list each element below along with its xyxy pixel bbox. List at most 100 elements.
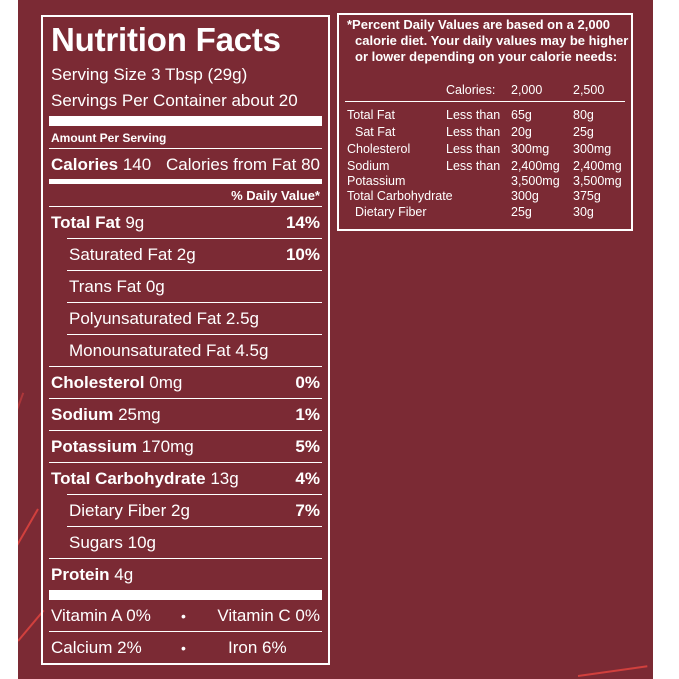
divider xyxy=(49,462,322,463)
bullet-separator: • xyxy=(181,608,186,624)
dv-row-qualifier: Less than xyxy=(446,125,501,139)
nutrient-amount: 2g xyxy=(171,501,190,520)
footnote-line: *Percent Daily Values are based on a 2,0… xyxy=(347,17,611,32)
nutrient-name: Total Carbohydrate xyxy=(51,469,206,488)
divider xyxy=(49,206,322,207)
nutrient-name: Monounsaturated Fat xyxy=(69,341,231,360)
calories-2500-header: 2,500 xyxy=(573,83,605,97)
dv-row-2000: 2,400mg xyxy=(511,159,560,173)
daily-value-footnote: *Percent Daily Values are based on a 2,0… xyxy=(337,13,633,231)
servings-per-container: Servings Per Container about 20 xyxy=(51,91,298,110)
bullet-separator: • xyxy=(181,640,186,656)
nutrient-row-total-fat: Total Fat 9g 14% xyxy=(51,213,320,235)
nutrition-facts-label: Nutrition Facts Serving Size 3 Tbsp (29g… xyxy=(41,15,330,665)
nutrient-row-monounsaturated-fat: Monounsaturated Fat 4.5g xyxy=(51,341,320,363)
nutrient-name: Potassium xyxy=(51,437,137,456)
dv-row-qualifier: Less than xyxy=(446,159,501,173)
nutrient-row-polyunsaturated-fat: Polyunsaturated Fat 2.5g xyxy=(51,309,320,331)
divider xyxy=(49,148,322,149)
package-panel xyxy=(18,0,653,679)
nutrient-amount: 13g xyxy=(210,469,239,488)
serving-size: Serving Size 3 Tbsp (29g) xyxy=(51,65,248,84)
dv-row-2000: 20g xyxy=(511,125,532,139)
divider xyxy=(49,430,322,431)
nutrient-amount: 2.5g xyxy=(225,309,259,328)
nutrient-name: Sodium xyxy=(51,405,114,424)
nutrition-title: Nutrition Facts xyxy=(51,21,281,58)
divider xyxy=(67,334,322,335)
nutrient-row-potassium: Potassium 170mg 5% xyxy=(51,437,320,459)
divider xyxy=(67,270,322,271)
footnote-line: or lower depending on your calorie needs… xyxy=(355,49,618,64)
dv-row-2500: 300mg xyxy=(573,142,612,156)
nutrient-amount: 4.5g xyxy=(235,341,269,360)
nutrient-amount: 2g xyxy=(176,245,196,264)
divider xyxy=(345,101,625,102)
dv-row-qualifier: Less than xyxy=(446,108,501,122)
dv-row-name: Cholesterol xyxy=(347,142,411,156)
dv-row-name: Potassium xyxy=(347,174,406,188)
calories-row: Calories 140 Calories from Fat 80 xyxy=(51,155,320,177)
thick-divider xyxy=(49,116,322,126)
nutrient-name: Trans Fat xyxy=(69,277,142,296)
dv-row-name: Total Carbohydrate xyxy=(347,189,453,203)
nutrient-name: Dietary Fiber xyxy=(69,501,167,520)
nutrient-row-trans-fat: Trans Fat 0g xyxy=(51,277,320,299)
dv-row-2500: 25g xyxy=(573,125,594,139)
daily-value-header: % Daily Value* xyxy=(231,188,320,203)
dv-row-2000: 3,500mg xyxy=(511,174,560,188)
nutrient-row-sugars: Sugars 10g xyxy=(51,533,320,555)
dv-row-2000: 25g xyxy=(511,205,532,219)
dv-row-name: Sat Fat xyxy=(355,125,396,139)
calories-value: 140 xyxy=(122,155,152,174)
nutrient-row-total-carbohydrate: Total Carbohydrate 13g 4% xyxy=(51,469,320,491)
nutrient-row-dietary-fiber: Dietary Fiber 2g 7% xyxy=(51,501,320,523)
nutrient-row-saturated-fat: Saturated Fat 2g 10% xyxy=(51,245,320,267)
nutrient-name: Sugars xyxy=(69,533,123,552)
divider xyxy=(67,238,322,239)
nutrient-name: Cholesterol xyxy=(51,373,145,392)
dv-row-name: Sodium xyxy=(347,159,390,173)
vitamin-a: Vitamin A 0% xyxy=(51,606,151,625)
dv-row-2500: 30g xyxy=(573,205,594,219)
iron: Iron 6% xyxy=(228,638,287,657)
nutrient-name: Protein xyxy=(51,565,110,584)
amount-per-serving: Amount Per Serving xyxy=(51,131,167,145)
dv-row-2500: 80g xyxy=(573,108,594,122)
thick-divider xyxy=(49,590,322,600)
nutrient-amount: 25mg xyxy=(118,405,161,424)
vitamin-c: Vitamin C 0% xyxy=(217,606,320,625)
divider xyxy=(67,302,322,303)
calories-2000-header: 2,000 xyxy=(511,83,543,97)
divider xyxy=(67,526,322,527)
calories-header-label: Calories: xyxy=(446,83,496,97)
divider xyxy=(49,558,322,559)
nutrient-name: Saturated Fat xyxy=(69,245,173,264)
nutrient-row-sodium: Sodium 25mg 1% xyxy=(51,405,320,427)
calories-from-fat: Calories from Fat 80 xyxy=(166,155,320,174)
nutrient-name: Polyunsaturated Fat xyxy=(69,309,222,328)
footnote-text: *Percent Daily Values are based on a 2,0… xyxy=(347,17,628,65)
nutrient-amount: 0mg xyxy=(149,373,183,392)
medium-divider xyxy=(49,179,322,184)
nutrient-amount: 4g xyxy=(114,565,134,584)
nutrient-name: Total Fat xyxy=(51,213,121,232)
dv-row-2500: 375g xyxy=(573,189,601,203)
divider xyxy=(49,631,322,632)
footnote-line: calorie diet. Your daily values may be h… xyxy=(355,33,629,48)
dv-row-name: Dietary Fiber xyxy=(355,205,427,219)
dv-row-name: Total Fat xyxy=(347,108,395,122)
dv-row-2500: 3,500mg xyxy=(573,174,622,188)
nutrient-row-protein: Protein 4g xyxy=(51,565,320,587)
dv-row-qualifier: Less than xyxy=(446,142,501,156)
nutrient-row-cholesterol: Cholesterol 0mg 0% xyxy=(51,373,320,395)
dv-row-2500: 2,400mg xyxy=(573,159,622,173)
calcium: Calcium 2% xyxy=(51,638,142,657)
divider xyxy=(67,494,322,495)
dv-row-2000: 65g xyxy=(511,108,532,122)
calories-label: Calories xyxy=(51,155,119,174)
dv-row-2000: 300mg xyxy=(511,142,550,156)
nutrient-dv: 0% xyxy=(295,373,320,392)
nutrient-dv: 7% xyxy=(295,501,320,520)
nutrient-dv: 14% xyxy=(285,213,320,232)
